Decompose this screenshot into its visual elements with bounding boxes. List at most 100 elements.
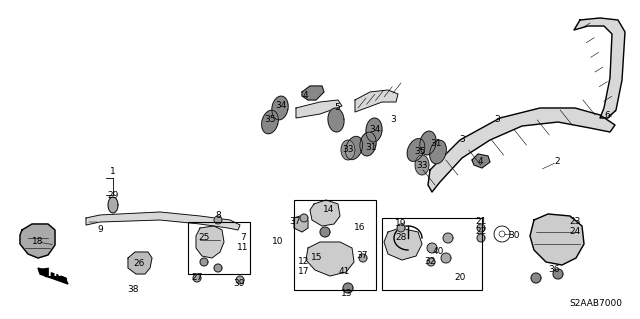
Text: 12: 12 (298, 256, 310, 265)
Text: 6: 6 (604, 110, 610, 120)
Text: 38: 38 (127, 286, 139, 294)
Polygon shape (407, 139, 425, 161)
Bar (188, 222, 250, 274)
Polygon shape (427, 243, 437, 253)
Polygon shape (20, 224, 55, 258)
Polygon shape (415, 155, 429, 175)
Text: 4: 4 (477, 158, 483, 167)
Text: 39: 39 (233, 278, 244, 287)
Polygon shape (359, 254, 367, 262)
Text: 40: 40 (432, 248, 444, 256)
Polygon shape (214, 264, 222, 272)
Text: 7: 7 (240, 234, 246, 242)
Text: 11: 11 (237, 243, 249, 253)
Polygon shape (428, 108, 615, 192)
Text: 31: 31 (430, 138, 442, 147)
Polygon shape (272, 96, 288, 120)
Text: 3: 3 (494, 115, 500, 124)
Polygon shape (302, 86, 324, 100)
Text: 35: 35 (414, 147, 426, 157)
Text: 33: 33 (416, 160, 428, 169)
Text: 8: 8 (215, 211, 221, 220)
Polygon shape (472, 154, 490, 168)
Text: 33: 33 (342, 145, 354, 154)
Polygon shape (530, 214, 584, 265)
Text: 34: 34 (369, 125, 381, 135)
Polygon shape (310, 200, 340, 226)
Text: 24: 24 (570, 227, 580, 236)
Text: 34: 34 (275, 100, 287, 109)
Polygon shape (477, 234, 485, 242)
Polygon shape (193, 274, 201, 282)
Polygon shape (306, 242, 354, 276)
Polygon shape (296, 100, 342, 118)
Text: 3: 3 (390, 115, 396, 123)
Polygon shape (38, 268, 68, 284)
Text: 16: 16 (355, 224, 365, 233)
Text: 26: 26 (133, 258, 145, 268)
Polygon shape (574, 18, 625, 118)
Text: 10: 10 (272, 236, 284, 246)
Text: 1: 1 (110, 167, 116, 176)
Polygon shape (531, 273, 541, 283)
Polygon shape (200, 258, 208, 266)
Text: 23: 23 (570, 218, 580, 226)
Polygon shape (236, 276, 244, 284)
Text: 20: 20 (454, 273, 466, 283)
Text: 32: 32 (424, 257, 436, 266)
Text: 30: 30 (508, 231, 520, 240)
Text: 22: 22 (476, 226, 486, 235)
Polygon shape (341, 140, 355, 160)
Polygon shape (553, 269, 563, 279)
Polygon shape (477, 224, 485, 232)
Polygon shape (397, 224, 405, 232)
Text: 13: 13 (341, 288, 353, 298)
Text: 2: 2 (554, 158, 560, 167)
Polygon shape (262, 110, 278, 134)
Polygon shape (343, 283, 353, 293)
Polygon shape (196, 226, 224, 258)
Text: 28: 28 (396, 233, 406, 241)
Text: 29: 29 (108, 191, 118, 201)
Polygon shape (320, 227, 330, 237)
Polygon shape (214, 216, 222, 224)
Polygon shape (360, 132, 376, 156)
Polygon shape (328, 108, 344, 132)
Text: 31: 31 (365, 144, 377, 152)
Polygon shape (441, 253, 451, 263)
Bar (294, 200, 376, 290)
Polygon shape (366, 118, 382, 142)
Polygon shape (128, 252, 152, 274)
Polygon shape (420, 131, 436, 155)
Polygon shape (443, 233, 453, 243)
Bar (382, 218, 482, 290)
Polygon shape (346, 137, 362, 160)
Polygon shape (108, 197, 118, 213)
Text: 3: 3 (459, 136, 465, 145)
Text: 4: 4 (302, 91, 308, 100)
Text: 9: 9 (97, 226, 103, 234)
Polygon shape (300, 214, 308, 222)
Text: S2AAB7000: S2AAB7000 (569, 299, 622, 308)
Text: 37: 37 (356, 250, 368, 259)
Text: 17: 17 (298, 266, 310, 276)
Text: 37: 37 (289, 217, 301, 226)
Polygon shape (429, 140, 446, 164)
Polygon shape (427, 258, 435, 266)
Text: 35: 35 (264, 115, 276, 124)
Text: 27: 27 (191, 273, 203, 283)
Text: 14: 14 (323, 204, 335, 213)
Text: 21: 21 (476, 217, 486, 226)
Polygon shape (294, 216, 308, 232)
Text: 5: 5 (334, 102, 340, 112)
Text: 25: 25 (198, 234, 210, 242)
Text: 15: 15 (311, 254, 323, 263)
Text: 41: 41 (339, 266, 349, 276)
Text: FR.: FR. (47, 268, 65, 278)
Text: 18: 18 (32, 238, 44, 247)
Text: 19: 19 (396, 219, 407, 228)
Text: 36: 36 (548, 265, 560, 275)
Polygon shape (355, 90, 398, 112)
Polygon shape (86, 212, 240, 230)
Polygon shape (384, 228, 422, 260)
